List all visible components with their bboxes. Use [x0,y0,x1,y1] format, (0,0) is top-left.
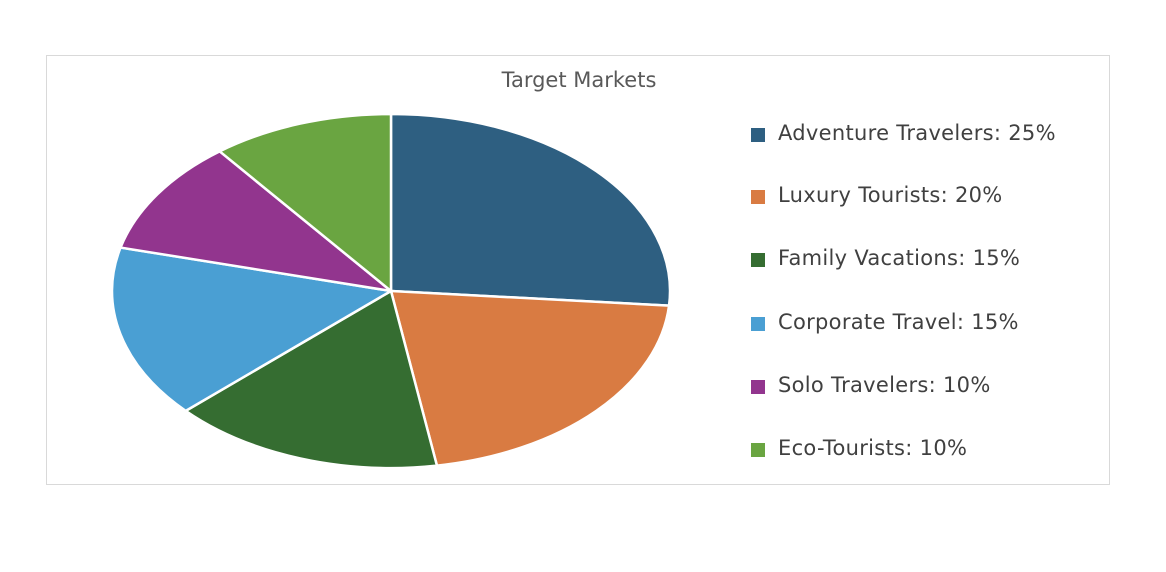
legend-swatch [751,317,765,331]
legend-label: Solo Travelers: 10% [778,373,991,397]
legend-label: Eco-Tourists: 10% [778,436,968,460]
legend-label: Adventure Travelers: 25% [778,121,1056,145]
legend-label: Luxury Tourists: 20% [778,183,1003,207]
legend-label: Family Vacations: 15% [778,246,1021,270]
legend-swatch [751,128,765,142]
pie-slice-corporate-travel [110,246,393,413]
pie-slice-eco-tourists [218,112,393,293]
pie-slice-solo-travelers [119,150,393,293]
pie-slice-family-vacations [184,289,439,470]
legend: Adventure Travelers: 25% Luxury Tourists… [751,56,1101,486]
pie-chart [110,112,672,470]
legend-swatch [751,380,765,394]
legend-label: Corporate Travel: 15% [778,310,1019,334]
legend-swatch [751,443,765,457]
legend-swatch [751,253,765,267]
chart-area: Target Markets Adventure Travelers: 25% … [46,55,1110,485]
pie-slice-luxury-tourists [389,289,671,467]
chart-title: Target Markets [501,68,657,92]
legend-swatch [751,190,765,204]
pie-slice-adventure-travelers [389,112,672,307]
